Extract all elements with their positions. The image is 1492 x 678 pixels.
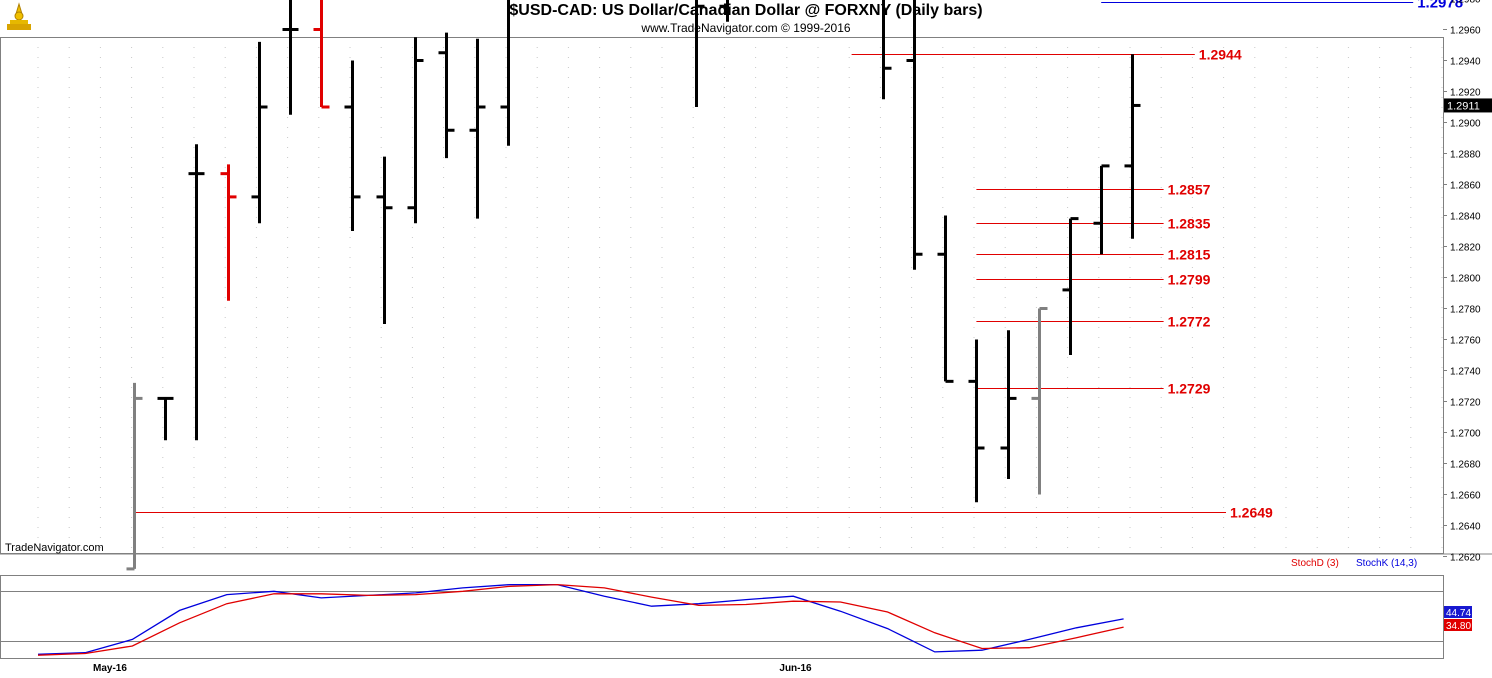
stochd-value-label: 34.80 [1446,621,1471,632]
price-level-label: 1.2944 [1199,47,1242,63]
price-axis: 1.31201.31001.30801.30601.30401.30201.30… [1443,0,1492,564]
price-tick-label: 1.2860 [1450,181,1481,192]
price-level-label: 1.2978 [1417,0,1463,12]
price-panel-border [0,37,1444,554]
legend-stochk: StochK (14,3) [1356,558,1417,569]
watermark: TradeNavigator.com [5,542,104,554]
price-grid [37,37,1443,553]
price-tick-label: 1.2780 [1450,305,1481,316]
price-level-label: 1.2857 [1168,182,1211,198]
stochd-value-box [1444,619,1472,631]
chart-header: $USD-CAD: US Dollar/Canadian Dollar @ FO… [0,0,1492,36]
price-level-label: 1.2799 [1168,272,1211,288]
price-tick-label: 1.2700 [1450,429,1481,440]
last-price-box [1444,98,1492,113]
price-tick-label: 1.2800 [1450,274,1481,285]
chart-frame [0,37,1492,659]
price-tick-label: 1.2980 [1450,0,1481,6]
chart-subtitle: www.TradeNavigator.com © 1999-2016 [641,21,851,35]
date-label: May-16 [93,663,127,674]
stochk-value-box [1444,606,1472,618]
price-tick-label: 1.2640 [1450,522,1481,533]
last-price-label: 1.2911 [1447,100,1480,112]
price-level-label: 1.2729 [1168,381,1211,397]
price-tick-label: 1.2880 [1450,150,1481,161]
price-tick-label: 1.2960 [1450,26,1481,37]
price-tick-label: 1.2940 [1450,57,1481,68]
price-tick-label: 1.2900 [1450,119,1481,130]
price-bars [126,0,1141,571]
chart-title: $USD-CAD: US Dollar/Canadian Dollar @ FO… [509,2,983,19]
price-tick-label: 1.2760 [1450,336,1481,347]
price-tick-label: 1.2740 [1450,367,1481,378]
stoch-line [37,583,1124,655]
price-level-label: 1.2772 [1168,314,1211,330]
price-tick-label: 1.2660 [1450,491,1481,502]
price-tick-label: 1.2920 [1450,88,1481,99]
price-tick-label: 1.2720 [1450,398,1481,409]
price-tick-label: 1.2840 [1450,212,1481,223]
price-tick-label: 1.2620 [1450,553,1481,564]
price-tick-label: 1.2820 [1450,243,1481,254]
date-axis: May-16 Jun-16 [93,663,812,674]
price-levels: 1.30891.30841.30411.30171.29781.29441.28… [134,0,1463,521]
price-tick-label: 1.2680 [1450,460,1481,471]
legend-stochd: StochD (3) [1291,558,1339,569]
price-level-label: 1.2649 [1230,505,1273,521]
stochk-value-label: 44.74 [1446,608,1471,619]
date-label: Jun-16 [779,663,812,674]
stoch-line [37,583,1124,656]
price-level-label: 1.2835 [1168,216,1211,232]
price-level-label: 1.2815 [1168,247,1211,263]
trade-navigator-logo [4,2,34,32]
stochastic-panel: StochD (3) StochK (14,3) 44.74 34.80 [0,558,1472,656]
stoch-panel-border [0,575,1444,659]
